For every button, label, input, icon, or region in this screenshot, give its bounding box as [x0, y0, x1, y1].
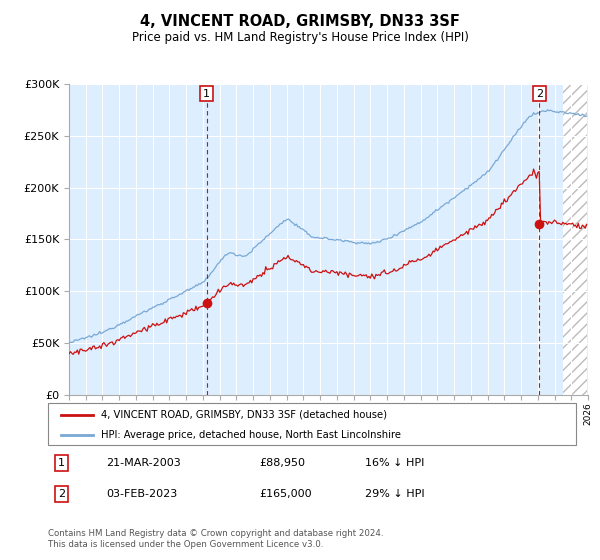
Text: Contains HM Land Registry data © Crown copyright and database right 2024.
This d: Contains HM Land Registry data © Crown c…: [48, 529, 383, 549]
Text: 03-FEB-2023: 03-FEB-2023: [106, 489, 178, 499]
Text: 4, VINCENT ROAD, GRIMSBY, DN33 3SF (detached house): 4, VINCENT ROAD, GRIMSBY, DN33 3SF (deta…: [101, 410, 387, 420]
Text: Price paid vs. HM Land Registry's House Price Index (HPI): Price paid vs. HM Land Registry's House …: [131, 31, 469, 44]
Text: 1: 1: [203, 88, 210, 99]
Text: HPI: Average price, detached house, North East Lincolnshire: HPI: Average price, detached house, Nort…: [101, 430, 401, 440]
Text: 29% ↓ HPI: 29% ↓ HPI: [365, 489, 424, 499]
Text: £88,950: £88,950: [259, 458, 305, 468]
Text: 21-MAR-2003: 21-MAR-2003: [106, 458, 181, 468]
Text: £165,000: £165,000: [259, 489, 312, 499]
Text: 16% ↓ HPI: 16% ↓ HPI: [365, 458, 424, 468]
Text: 2: 2: [58, 489, 65, 499]
Text: 2: 2: [536, 88, 543, 99]
Text: 1: 1: [58, 458, 65, 468]
Text: 4, VINCENT ROAD, GRIMSBY, DN33 3SF: 4, VINCENT ROAD, GRIMSBY, DN33 3SF: [140, 14, 460, 29]
